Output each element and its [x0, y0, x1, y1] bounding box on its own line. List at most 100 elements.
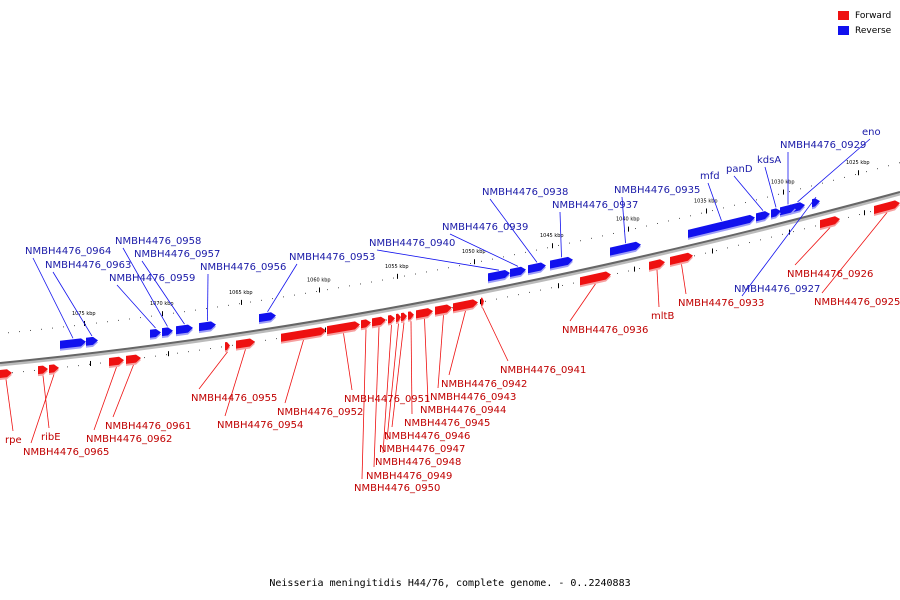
gene-label-mfd[interactable]: mfd — [700, 171, 720, 182]
gene-label-nmbh4476-0959[interactable]: NMBH4476_0959 — [109, 273, 195, 284]
gene-label-kdsa[interactable]: kdsA — [757, 155, 781, 166]
leader-line-nmbh4476-0965 — [30, 374, 55, 444]
gene-label-eno[interactable]: eno — [862, 127, 881, 138]
legend-item-forward: Forward — [838, 8, 891, 23]
gene-kdsa[interactable] — [771, 208, 781, 218]
gene-label-nmbh4476-0954[interactable]: NMBH4476_0954 — [217, 420, 303, 431]
gene-nmbh4476-0927[interactable] — [812, 198, 820, 208]
gene-label-nmbh4476-0948[interactable]: NMBH4476_0948 — [375, 457, 461, 468]
gene-label-nmbh4476-0940[interactable]: NMBH4476_0940 — [369, 238, 455, 249]
tick-dot — [437, 269, 438, 271]
kbp-tick-label: 1030 kbp — [771, 180, 795, 186]
gene-label-nmbh4476-0953[interactable]: NMBH4476_0953 — [289, 252, 375, 263]
gene-label-nmbh4476-0942[interactable]: NMBH4476_0942 — [441, 379, 527, 390]
gene-nmbh4476-0964[interactable] — [60, 338, 86, 349]
gene-label-nmbh4476-0961[interactable]: NMBH4476_0961 — [105, 421, 191, 432]
gene-nmbh4476-0951[interactable] — [327, 321, 360, 335]
gene-rpe[interactable] — [0, 369, 12, 379]
leader-line-nmbh4476-0956 — [207, 273, 209, 321]
gene-nmbh4476-0947[interactable] — [396, 313, 401, 323]
gene-nmbh4476-0942[interactable] — [453, 299, 478, 312]
gene-label-nmbh4476-0947[interactable]: NMBH4476_0947 — [379, 444, 465, 455]
gene-nmbh4476-0941[interactable] — [481, 297, 484, 306]
gene-label-nmbh4476-0941[interactable]: NMBH4476_0941 — [500, 365, 586, 376]
gene-label-nmbh4476-0949[interactable]: NMBH4476_0949 — [366, 471, 452, 482]
gene-nmbh4476-0948[interactable] — [388, 314, 395, 324]
gene-label-nmbh4476-0965[interactable]: NMBH4476_0965 — [23, 447, 109, 458]
gene-label-ribe[interactable]: ribE — [41, 432, 61, 443]
tick-dot — [503, 256, 504, 258]
gene-nmbh4476-0945[interactable] — [408, 311, 414, 320]
tick-dot — [540, 289, 541, 291]
tick-dot — [184, 311, 185, 313]
gene-label-nmbh4476-0937[interactable]: NMBH4476_0937 — [552, 200, 638, 211]
gene-label-nmbh4476-0936[interactable]: NMBH4476_0936 — [562, 325, 648, 336]
gene-label-nmbh4476-0958[interactable]: NMBH4476_0958 — [115, 236, 201, 247]
gene-label-nmbh4476-0952[interactable]: NMBH4476_0952 — [277, 407, 363, 418]
leader-line-nmbh4476-0944 — [424, 318, 429, 402]
gene-nmbh4476-0959[interactable] — [150, 328, 161, 338]
gene-nmbh4476-0944[interactable] — [416, 308, 433, 319]
kbp-tick-label: 1045 kbp — [540, 233, 564, 239]
gene-label-nmbh4476-0925[interactable]: NMBH4476_0925 — [814, 297, 900, 308]
tick-dot — [738, 244, 739, 246]
gene-label-pand[interactable]: panD — [726, 164, 753, 175]
gene-nmbh4476-0956[interactable] — [199, 321, 216, 332]
gene-nmbh4476-0949[interactable] — [372, 316, 386, 327]
gene-nmbh4476-0939[interactable] — [510, 266, 526, 277]
gene-pand[interactable] — [756, 211, 770, 222]
gene-nmbh4476-0929[interactable] — [780, 204, 796, 216]
gene-label-nmbh4476-0929[interactable]: NMBH4476_0929 — [780, 140, 866, 151]
gene-label-nmbh4476-0926[interactable]: NMBH4476_0926 — [787, 269, 873, 280]
gene-label-nmbh4476-0943[interactable]: NMBH4476_0943 — [430, 392, 516, 403]
gene-label-nmbh4476-0950[interactable]: NMBH4476_0950 — [354, 483, 440, 494]
kbp-tick-label: 1065 kbp — [229, 290, 253, 296]
gene-label-nmbh4476-0944[interactable]: NMBH4476_0944 — [420, 405, 506, 416]
gene-nmbh4476-0937[interactable] — [550, 256, 573, 269]
gene-label-nmbh4476-0933[interactable]: NMBH4476_0933 — [678, 298, 764, 309]
gene-nmbh4476-0935[interactable] — [610, 241, 641, 256]
tick-dot — [250, 301, 251, 303]
leader-line-nmbh4476-0952 — [284, 339, 304, 404]
gene-mfd[interactable] — [688, 214, 755, 238]
gene-nmbh4476-0953[interactable] — [259, 312, 276, 323]
gene-label-nmbh4476-0962[interactable]: NMBH4476_0962 — [86, 434, 172, 445]
gene-label-nmbh4476-0951[interactable]: NMBH4476_0951 — [344, 394, 430, 405]
gene-label-nmbh4476-0927[interactable]: NMBH4476_0927 — [734, 284, 820, 295]
gene-nmbh4476-0954[interactable] — [236, 338, 255, 349]
gene-label-nmbh4476-0946[interactable]: NMBH4476_0946 — [384, 431, 470, 442]
gene-label-nmbh4476-0963[interactable]: NMBH4476_0963 — [45, 260, 131, 271]
gene-label-nmbh4476-0957[interactable]: NMBH4476_0957 — [134, 249, 220, 260]
gene-nmbh4476-0936[interactable] — [580, 271, 611, 286]
gene-label-nmbh4476-0935[interactable]: NMBH4476_0935 — [614, 185, 700, 196]
gene-nmbh4476-0962[interactable] — [109, 356, 124, 366]
gene-nmbh4476-0955[interactable] — [225, 341, 230, 351]
leader-line-pand — [733, 175, 764, 211]
gene-nmbh4476-0950[interactable] — [361, 319, 371, 329]
gene-nmbh4476-0940[interactable] — [488, 269, 510, 282]
gene-label-rpe[interactable]: rpe — [5, 435, 22, 446]
gene-label-mltb[interactable]: mltB — [651, 311, 674, 322]
gene-label-nmbh4476-0956[interactable]: NMBH4476_0956 — [200, 262, 286, 273]
gene-ribe[interactable] — [38, 365, 48, 375]
gene-label-nmbh4476-0939[interactable]: NMBH4476_0939 — [442, 222, 528, 233]
gene-label-nmbh4476-0955[interactable]: NMBH4476_0955 — [191, 393, 277, 404]
gene-nmbh4476-0957[interactable] — [176, 324, 193, 335]
gene-nmbh4476-0952[interactable] — [281, 327, 326, 342]
gene-nmbh4476-0925[interactable] — [874, 200, 900, 215]
gene-nmbh4476-0943[interactable] — [435, 304, 452, 315]
gene-label-nmbh4476-0938[interactable]: NMBH4476_0938 — [482, 187, 568, 198]
gene-nmbh4476-0963[interactable] — [86, 336, 98, 346]
gene-label-nmbh4476-0964[interactable]: NMBH4476_0964 — [25, 246, 111, 257]
gene-nmbh4476-0965[interactable] — [49, 364, 59, 373]
gene-label-nmbh4476-0945[interactable]: NMBH4476_0945 — [404, 418, 490, 429]
gene-nmbh4476-0938[interactable] — [528, 262, 546, 274]
gene-nmbh4476-0926[interactable] — [820, 216, 840, 229]
gene-nmbh4476-0958[interactable] — [162, 327, 173, 337]
tick-dot — [272, 298, 273, 300]
gene-mltb[interactable] — [649, 259, 665, 270]
gene-nmbh4476-0961[interactable] — [126, 354, 141, 364]
gene-nmbh4476-0933[interactable] — [670, 252, 693, 265]
gene-nmbh4476-0946[interactable] — [401, 312, 407, 322]
leader-line-nmbh4476-0955 — [198, 351, 228, 390]
